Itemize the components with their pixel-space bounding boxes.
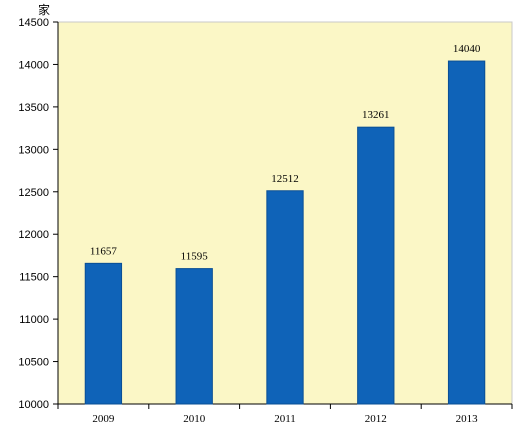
- bar-2010: [175, 268, 213, 405]
- data-label-2009: 11657: [90, 245, 118, 257]
- x-axis: 2009 2010 2011 2012 2013: [57, 403, 513, 425]
- y-tick-label: 11000: [19, 314, 49, 326]
- bar-2012: [357, 126, 395, 405]
- bars-group: [84, 60, 486, 405]
- y-tick-label: 10000: [18, 399, 49, 411]
- y-tick-label: 13500: [18, 102, 49, 114]
- x-tick-label: 2013: [456, 413, 479, 425]
- y-axis: 10000 10500 11000 11500 12000 12500 13000 13500…: [18, 17, 59, 411]
- data-label-2010: 11595: [181, 251, 209, 263]
- y-tick-label: 13000: [18, 144, 49, 156]
- y-tick-label: 14000: [18, 59, 49, 71]
- bar-2011: [266, 190, 304, 405]
- y-tick-label: 11500: [19, 272, 49, 284]
- y-tick-label: 12000: [18, 229, 49, 241]
- y-tick-label: 14500: [18, 17, 49, 29]
- y-axis-unit-label: 家: [38, 2, 50, 17]
- y-tick-label: 10500: [18, 357, 49, 369]
- bar-2013: [447, 60, 486, 405]
- x-tick-label: 2010: [183, 413, 206, 425]
- bar-2009: [84, 262, 123, 405]
- x-tick-label: 2011: [274, 413, 296, 425]
- data-labels-group: 11657 11595 12512 13261 14040: [90, 43, 481, 263]
- data-label-2012: 13261: [362, 109, 390, 121]
- data-label-2011: 12512: [271, 173, 299, 185]
- data-label-2013: 14040: [453, 43, 481, 55]
- x-tick-label: 2012: [365, 413, 387, 425]
- y-tick-label: 12500: [18, 187, 49, 199]
- x-tick-label: 2009: [92, 413, 115, 425]
